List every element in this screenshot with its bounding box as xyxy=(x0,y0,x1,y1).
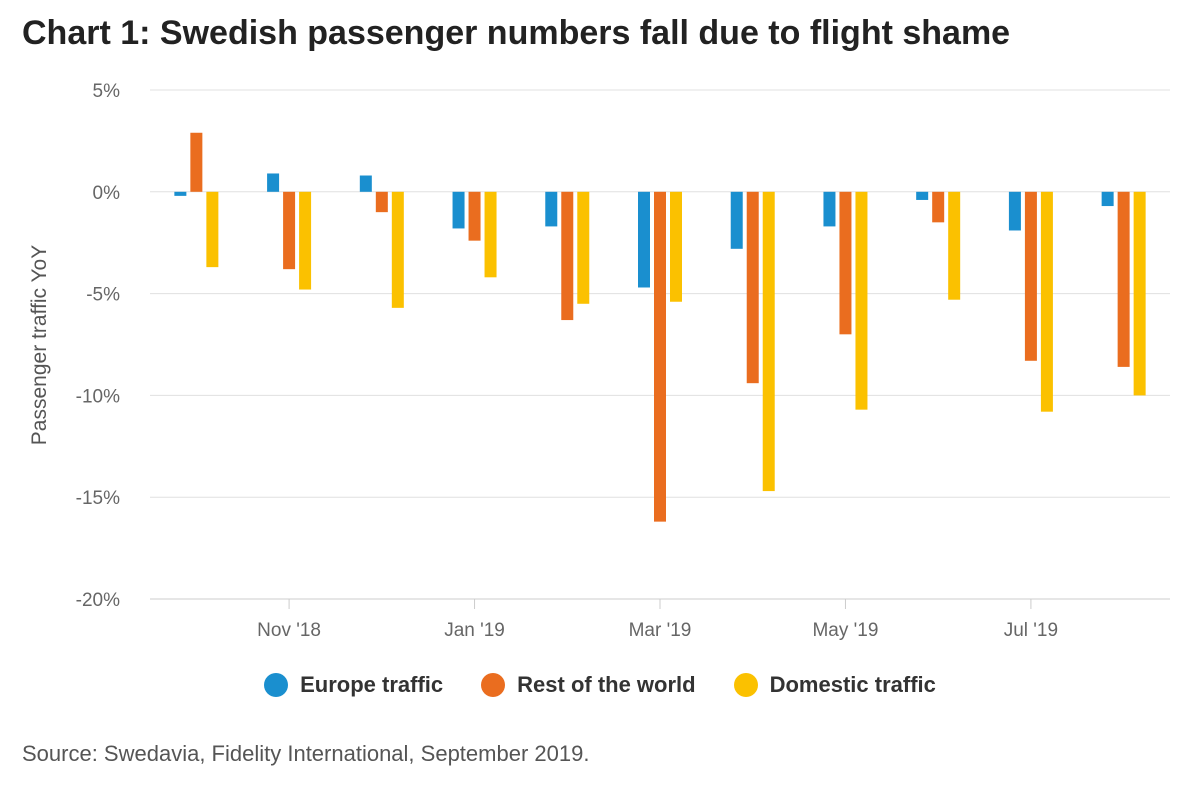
bar-europe-traffic-4[interactable] xyxy=(545,191,558,227)
legend-label: Rest of the world xyxy=(517,672,696,697)
bar-rest-of-the-world-5[interactable] xyxy=(654,191,666,522)
x-tick-label: Jul '19 xyxy=(1004,620,1058,641)
legend-swatch-europe xyxy=(264,673,289,697)
bar-europe-traffic-1[interactable] xyxy=(267,173,280,192)
bar-domestic-traffic-3[interactable] xyxy=(484,191,497,278)
bar-europe-traffic-5[interactable] xyxy=(638,191,650,288)
bar-rest-of-the-world-1[interactable] xyxy=(283,191,296,270)
y-axis-label: Passenger traffic YoY xyxy=(28,245,51,445)
chart-title: Chart 1: Swedish passenger numbers fall … xyxy=(22,14,1011,52)
bar-europe-traffic-2[interactable] xyxy=(359,175,372,192)
bar-rest-of-the-world-9[interactable] xyxy=(1024,191,1037,361)
x-axis: Nov '18 Jan '19 Mar '19 May '19 Jul '19 xyxy=(150,598,1170,641)
bar-europe-traffic-3[interactable] xyxy=(452,191,465,229)
bar-domestic-traffic-1[interactable] xyxy=(299,191,312,290)
bar-domestic-traffic-9[interactable] xyxy=(1040,191,1053,412)
bar-domestic-traffic-0[interactable] xyxy=(206,191,219,268)
bar-rest-of-the-world-4[interactable] xyxy=(561,191,574,321)
bar-europe-traffic-7[interactable] xyxy=(823,191,836,227)
y-axis-ticks: 5% 0% -5% -10% -15% -20% xyxy=(76,81,120,611)
bar-europe-traffic-9[interactable] xyxy=(1008,191,1021,231)
y-tick-label: -10% xyxy=(76,386,120,407)
y-tick-label: -20% xyxy=(76,590,120,611)
bar-rest-of-the-world-6[interactable] xyxy=(746,191,759,384)
bar-domestic-traffic-10[interactable] xyxy=(1133,191,1146,396)
bar-domestic-traffic-2[interactable] xyxy=(391,191,404,308)
bar-rest-of-the-world-2[interactable] xyxy=(375,191,388,213)
bar-rest-of-the-world-3[interactable] xyxy=(468,191,481,241)
bar-domestic-traffic-6[interactable] xyxy=(762,191,775,492)
legend-swatch-domestic xyxy=(733,673,758,697)
legend-label: Europe traffic xyxy=(300,672,444,697)
bar-europe-traffic-0[interactable] xyxy=(174,191,187,196)
y-tick-label: 5% xyxy=(93,81,121,102)
y-tick-label: 0% xyxy=(93,183,121,204)
bar-rest-of-the-world-10[interactable] xyxy=(1117,191,1130,367)
x-tick-label: Jan '19 xyxy=(444,620,505,641)
bar-domestic-traffic-7[interactable] xyxy=(855,191,868,410)
legend-item-domestic[interactable]: Domestic traffic xyxy=(733,672,936,698)
bar-rest-of-the-world-7[interactable] xyxy=(839,191,852,335)
legend-item-europe[interactable]: Europe traffic xyxy=(264,672,443,698)
x-tick-label: May '19 xyxy=(812,620,878,641)
bar-domestic-traffic-4[interactable] xyxy=(577,191,590,304)
bars xyxy=(174,132,1146,522)
x-tick-label: Nov '18 xyxy=(257,620,321,641)
bar-rest-of-the-world-8[interactable] xyxy=(932,191,945,223)
legend: Europe traffic Rest of the world Domesti… xyxy=(0,672,1200,698)
y-tick-label: -5% xyxy=(86,285,120,306)
legend-item-rest-of-world[interactable]: Rest of the world xyxy=(481,672,696,698)
bar-europe-traffic-10[interactable] xyxy=(1101,191,1114,207)
x-tick-label: Mar '19 xyxy=(629,620,692,641)
bar-europe-traffic-8[interactable] xyxy=(916,191,929,200)
bar-domestic-traffic-8[interactable] xyxy=(948,191,961,300)
bar-europe-traffic-6[interactable] xyxy=(730,191,743,249)
bar-rest-of-the-world-0[interactable] xyxy=(190,132,203,192)
legend-label: Domestic traffic xyxy=(769,672,936,697)
bar-domestic-traffic-5[interactable] xyxy=(670,191,682,302)
legend-swatch-rest-of-world xyxy=(481,673,506,697)
source-note: Source: Swedavia, Fidelity International… xyxy=(22,741,590,766)
y-tick-label: -15% xyxy=(76,488,120,509)
